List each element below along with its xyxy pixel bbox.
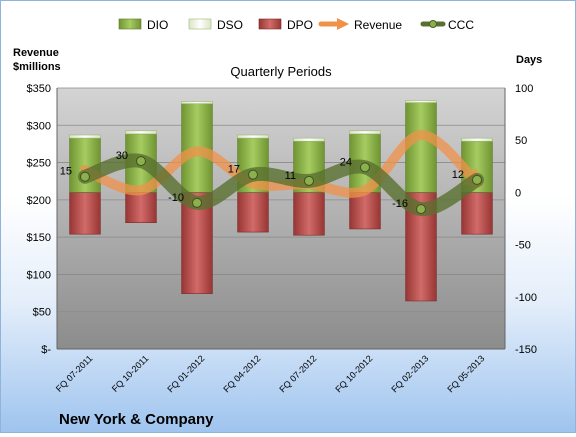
legend-swatch-dio <box>118 18 142 30</box>
plot-area <box>57 88 505 349</box>
ccc-data-label: -10 <box>168 192 184 204</box>
bar-dso <box>237 134 269 139</box>
bar-dso <box>69 134 101 139</box>
bar-dio <box>405 102 437 193</box>
bar-dso <box>125 130 157 135</box>
y-left-tick-label: $- <box>41 344 51 356</box>
line-layer: 15 30 -10 17 11 24 -16 12 <box>60 129 484 217</box>
bar-layer <box>69 100 493 302</box>
ccc-point <box>136 156 146 167</box>
ccc-data-label: 15 <box>60 166 72 178</box>
ccc-data-label: 11 <box>285 170 296 182</box>
y-left-tick-label: $250 <box>27 158 51 170</box>
ccc-point <box>248 169 258 180</box>
y-left-tick-label: $50 <box>33 307 51 319</box>
legend-swatch-ccc <box>420 20 446 28</box>
y-left-tick-label: $100 <box>27 269 51 281</box>
ccc-data-label: 12 <box>452 169 464 181</box>
legend-label-dpo: DPO <box>287 18 313 32</box>
company-name: New York & Company <box>59 411 214 428</box>
x-tick-label: FQ 02-2013 <box>389 353 430 394</box>
bar-dpo <box>461 192 493 235</box>
legend-swatch-dpo <box>258 18 282 30</box>
y-left-tick-label: $300 <box>27 120 51 132</box>
x-tick-label: FQ 10-2012 <box>333 353 374 394</box>
y-right-tick-label: -150 <box>515 344 537 356</box>
chart-title: Quarterly Periods <box>230 64 332 79</box>
y-left-tick-label: $350 <box>27 83 51 95</box>
y-right-tick-label: -100 <box>515 292 537 304</box>
y-left-tick-label: $150 <box>27 232 51 244</box>
bar-dso <box>461 137 493 142</box>
y-left-title-line2: $millions <box>13 61 61 73</box>
ccc-point <box>472 174 482 185</box>
x-tick-label: FQ 04-2012 <box>221 353 262 394</box>
ccc-point <box>416 204 426 215</box>
y-right-title: Days <box>516 54 542 66</box>
bar-dpo <box>293 192 325 236</box>
x-tick-label: FQ 10-2011 <box>110 353 151 394</box>
legend-swatch-dso <box>188 18 212 30</box>
legend-label-dio: DIO <box>147 18 168 32</box>
ccc-point <box>80 171 90 182</box>
ccc-point <box>192 197 202 208</box>
y-right-tick-label: -50 <box>515 240 531 252</box>
y-left-title-line1: Revenue <box>13 47 59 59</box>
legend-swatch-revenue <box>318 18 349 30</box>
bar-dpo <box>237 192 269 233</box>
legend-label-revenue: Revenue <box>354 18 402 32</box>
bar-dpo <box>69 192 101 235</box>
x-tick-label: FQ 07-2011 <box>54 353 95 394</box>
y-right-tick-label: 50 <box>515 135 527 147</box>
legend-label-dso: DSO <box>217 18 243 32</box>
bar-dso <box>181 101 213 104</box>
revenue-line <box>80 129 482 198</box>
y-right-tick-label: 100 <box>515 83 533 95</box>
ccc-data-label: 24 <box>340 156 352 168</box>
y-left-tick-label: $200 <box>27 195 51 207</box>
legend: DIO DSO DPO Revenue CCC <box>118 18 474 32</box>
y-right-tick-label: 0 <box>515 187 521 199</box>
bar-dpo <box>349 192 381 230</box>
ccc-data-label: 30 <box>116 150 128 162</box>
x-tick-label: FQ 01-2012 <box>165 353 206 394</box>
bar-dso <box>405 100 437 103</box>
x-tick-label: FQ 07-2012 <box>277 353 318 394</box>
ccc-data-label: -16 <box>392 198 408 210</box>
bar-dso <box>293 137 325 142</box>
ccc-point <box>304 175 314 186</box>
x-tick-label: FQ 05-2013 <box>445 353 486 394</box>
ccc-point <box>360 162 370 173</box>
bar-dso <box>349 130 381 135</box>
legend-label-ccc: CCC <box>448 18 474 32</box>
bar-dpo <box>125 192 157 223</box>
ccc-data-label: 17 <box>228 164 240 176</box>
